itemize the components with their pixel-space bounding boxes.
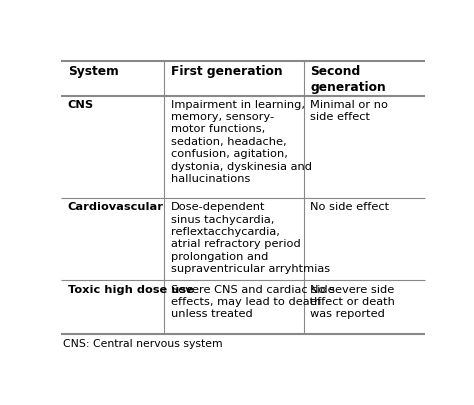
Text: Second
generation: Second generation [310,65,386,94]
Text: Cardiovascular: Cardiovascular [68,202,164,212]
Text: CNS: Central nervous system: CNS: Central nervous system [63,339,223,349]
Text: First generation: First generation [171,65,282,78]
Text: Impairment in learning,
memory, sensory-
motor functions,
sedation, headache,
co: Impairment in learning, memory, sensory-… [171,100,311,184]
Text: No side effect: No side effect [310,202,389,212]
Text: System: System [68,65,118,78]
Text: No severe side
effect or death
was reported: No severe side effect or death was repor… [310,285,395,319]
Text: CNS: CNS [68,100,94,110]
Text: Severe CNS and cardiac side
effects, may lead to death
unless treated: Severe CNS and cardiac side effects, may… [171,285,334,319]
Text: Dose-dependent
sinus tachycardia,
reflextacchycardia,
atrial refractory period
p: Dose-dependent sinus tachycardia, reflex… [171,202,330,274]
Text: Minimal or no
side effect: Minimal or no side effect [310,100,388,122]
Text: Toxic high dose use: Toxic high dose use [68,285,193,294]
